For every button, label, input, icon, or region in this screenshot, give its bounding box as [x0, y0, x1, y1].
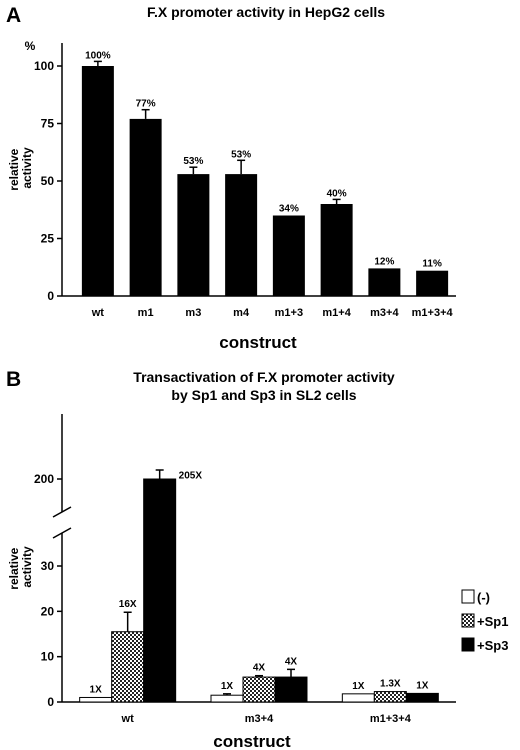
- chart-a-ylabel: relative activity: [7, 145, 34, 190]
- chart-a-category-label: m1: [138, 307, 154, 319]
- chart-a-xlabel: construct: [219, 333, 297, 352]
- chart-b-legend-swatch: [461, 637, 475, 652]
- chart-a-category-label: m4: [233, 307, 250, 319]
- chart-b-y-tick-label: 200: [34, 472, 54, 486]
- chart-a-category-label: m1+4: [322, 307, 351, 319]
- chart-b-data-label: 1X: [352, 681, 365, 692]
- chart-b-data-label: 1X: [90, 684, 103, 695]
- chart-a-bar: [225, 174, 258, 296]
- chart-a-category-label: m1+3+4: [412, 307, 454, 319]
- chart-b-data-label: 1X: [416, 680, 429, 691]
- chart-b-bar: [274, 676, 308, 703]
- chart-a-category-label: m3: [185, 307, 201, 319]
- chart-b-axis-break-mark: [52, 527, 72, 539]
- chart-b-legend-label: (-): [477, 590, 490, 605]
- chart-a-title: F.X promoter activity in HepG2 cells: [147, 4, 385, 20]
- chart-a-data-label: 53%: [183, 156, 203, 167]
- chart-b-data-label: 1X: [221, 681, 234, 692]
- chart-b-plot: 0 10 20 30 200 1X 16X 205X wt 1X 4X 4X m3+4 1X 1.3X 1X m…: [34, 414, 456, 725]
- chart-b-legend: (-) +Sp1 +Sp3: [461, 589, 508, 653]
- chart-b-bar: [210, 694, 244, 703]
- chart-b-bar: [242, 676, 276, 703]
- panel-letter-b: B: [6, 368, 21, 391]
- chart-b-subtitle: by Sp1 and Sp3 in SL2 cells: [171, 387, 356, 403]
- chart-b-bar: [143, 478, 177, 703]
- chart-a-data-label: 100%: [85, 50, 111, 61]
- chart-b-y-tick-label: 0: [47, 695, 54, 709]
- chart-b-xlabel: construct: [213, 732, 291, 750]
- chart-a-data-label: 77%: [136, 99, 156, 110]
- chart-a-category-label: m3+4: [370, 307, 399, 319]
- chart-a-y-tick-label: 0: [47, 289, 54, 303]
- chart-a-unit: %: [25, 39, 36, 53]
- chart-b-y-tick-label: 30: [41, 559, 55, 573]
- chart-a-ylabel-line2: activity: [20, 147, 34, 189]
- chart-a-data-label: 53%: [231, 149, 251, 160]
- chart-b-bar: [405, 692, 439, 703]
- chart-b-category-label: m3+4: [245, 713, 274, 725]
- chart-a-data-label: 34%: [279, 204, 299, 215]
- chart-b-title: Transactivation of F.X promoter activity: [133, 369, 395, 385]
- chart-a-y-tick-label: 50: [41, 174, 55, 188]
- chart-b-bar: [341, 693, 375, 703]
- chart-b-ylabel-line1: relative: [7, 547, 21, 589]
- chart-a-data-label: 12%: [374, 256, 394, 267]
- chart-b-data-label: 205X: [179, 471, 203, 482]
- chart-b-bar: [373, 691, 407, 703]
- chart-a-bar: [177, 174, 210, 296]
- chart-b-data-label: 4X: [285, 656, 298, 667]
- chart-b-legend-label: +Sp1: [477, 614, 508, 629]
- chart-a-y-tick-label: 25: [41, 232, 55, 246]
- panel-letter-a: A: [6, 4, 21, 27]
- chart-a-bar: [129, 118, 162, 297]
- chart-a-y-tick-label: 75: [41, 117, 55, 131]
- chart-a-bar: [272, 215, 305, 296]
- chart-a-plot: 0 25 50 75 100 100% wt 77% m1 53% m3 53% m4 34% m1+3 40…: [34, 43, 456, 319]
- chart-b-ylabel: relative activity: [7, 544, 34, 589]
- chart-b-category-label: wt: [121, 713, 135, 725]
- chart-b-y-tick-label: 20: [41, 604, 55, 618]
- chart-a-bar: [416, 270, 449, 296]
- chart-b-bar: [111, 631, 145, 703]
- chart-b-ylabel-line2: activity: [20, 546, 34, 588]
- chart-a-category-label: m1+3: [275, 307, 303, 319]
- chart-a-bar: [81, 66, 114, 296]
- chart-b-axis-break-mark: [52, 506, 72, 518]
- chart-b-legend-swatch: [461, 589, 475, 604]
- chart-b-legend-swatch: [461, 613, 475, 628]
- chart-a-data-label: 40%: [327, 188, 347, 199]
- chart-b-data-label: 4X: [253, 663, 266, 674]
- chart-a-category-label: wt: [91, 307, 105, 319]
- chart-b-bar: [79, 696, 113, 703]
- chart-b-data-label: 16X: [119, 599, 137, 610]
- chart-a-bar: [368, 268, 401, 296]
- chart-b-y-tick-label: 10: [41, 650, 55, 664]
- chart-a-data-label: 11%: [422, 259, 442, 270]
- chart-a-y-tick-label: 100: [34, 59, 54, 73]
- chart-a-ylabel-line1: relative: [7, 148, 21, 190]
- chart-b-data-label: 1.3X: [380, 679, 401, 690]
- chart-b-legend-label: +Sp3: [477, 638, 508, 653]
- chart-b-category-label: m1+3+4: [370, 713, 412, 725]
- chart-a-bar: [320, 204, 353, 296]
